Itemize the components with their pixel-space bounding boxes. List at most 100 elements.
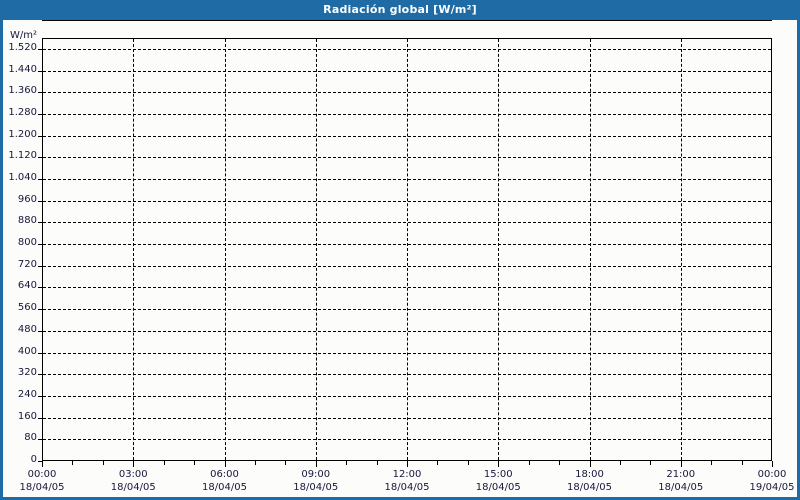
y-axis-tick-label: 1.120: [8, 150, 37, 162]
y-axis-tick-label: 1.040: [8, 172, 37, 183]
y-axis-tick-mark: [38, 157, 42, 159]
y-axis-tick-label: 160: [17, 410, 37, 422]
x-axis-line: [42, 20, 772, 21]
gridline-vertical: [589, 39, 591, 460]
y-axis-tick-label: 1.520: [8, 41, 37, 53]
gridline-vertical: [680, 39, 682, 460]
y-axis-tick-mark: [38, 48, 42, 50]
y-axis-tick-label: 1.200: [8, 128, 37, 140]
x-axis-minor-tick: [711, 461, 713, 465]
x-axis-minor-tick: [285, 461, 287, 465]
y-axis-tick-label: 1.280: [8, 106, 37, 118]
x-axis-tick-date: 18/04/05: [658, 482, 704, 493]
x-axis-minor-tick: [163, 461, 165, 465]
y-axis-tick-mark: [38, 287, 42, 289]
x-axis-minor-tick: [376, 461, 378, 465]
x-axis-tick-time: 06:00: [210, 469, 239, 480]
y-axis-tick-label: 1.440: [8, 63, 37, 75]
x-axis-tick-time: 00:00: [757, 469, 787, 480]
y-axis-tick-label: 80: [24, 432, 37, 444]
y-axis-tick-label: 1.360: [8, 85, 37, 97]
x-axis-minor-tick: [741, 461, 743, 465]
window-titlebar: Radiación global [W/m²]: [0, 0, 800, 20]
gridline-vertical: [133, 39, 135, 460]
x-axis-tick-time: 03:00: [118, 469, 148, 480]
y-axis-tick-mark: [38, 395, 42, 397]
x-axis-tick-mark: [680, 461, 682, 467]
x-axis-tick-mark: [224, 461, 226, 467]
x-axis-tick-date: 18/04/05: [475, 482, 521, 493]
y-axis-tick-label: 400: [17, 345, 37, 357]
y-axis-tick-mark: [38, 244, 42, 246]
x-axis-tick-label: 18:00 18/04/05: [545, 468, 635, 494]
y-axis-tick-label: 960: [17, 193, 37, 205]
y-axis-tick-label: 640: [17, 280, 37, 292]
y-axis-tick-mark: [38, 135, 42, 137]
y-axis-tick-mark: [38, 374, 42, 376]
x-axis-tick-date: 18/04/05: [110, 482, 156, 493]
x-axis-tick-time: 12:00: [392, 469, 422, 480]
x-axis-minor-tick: [559, 461, 561, 465]
x-axis-tick-date: 18/04/05: [384, 482, 430, 493]
x-axis-minor-tick: [528, 461, 530, 465]
y-axis-tick-label: 320: [17, 367, 37, 379]
x-axis-minor-tick: [619, 461, 621, 465]
x-axis-minor-tick: [254, 461, 256, 465]
x-axis-tick-mark: [498, 461, 500, 467]
x-axis-tick-time: 09:00: [301, 469, 331, 480]
x-axis-minor-tick: [346, 461, 348, 465]
x-axis-tick-label: 09:00 18/04/05: [271, 468, 361, 494]
x-axis-minor-tick: [72, 461, 74, 465]
x-axis-tick-date: 18/04/05: [567, 482, 612, 493]
y-axis-tick-mark: [38, 113, 42, 115]
y-axis-tick-label: 240: [17, 388, 37, 400]
gridline-vertical: [315, 39, 317, 460]
y-axis-tick-mark: [38, 200, 42, 202]
y-axis-tick-mark: [38, 309, 42, 311]
y-axis-tick-mark: [38, 222, 42, 224]
y-axis-tick-label: 480: [17, 323, 37, 335]
gridline-vertical: [224, 39, 226, 460]
y-axis-tick-mark: [38, 417, 42, 419]
x-axis-tick-mark: [42, 461, 43, 467]
y-axis-tick-label: 720: [17, 258, 37, 270]
x-axis-minor-tick: [650, 461, 652, 465]
x-axis-minor-tick: [102, 461, 104, 465]
y-axis-tick-mark: [38, 265, 42, 267]
x-axis-tick-mark: [407, 461, 408, 467]
x-axis-tick-date: 19/04/05: [749, 482, 795, 493]
y-axis-tick-label: 0: [30, 454, 37, 465]
y-axis-tick-mark: [38, 439, 42, 441]
x-axis-tick-mark: [315, 461, 317, 467]
y-axis-unit-label: W/m²: [9, 29, 37, 41]
x-axis-tick-label: 21:00 18/04/05: [636, 468, 726, 494]
x-axis-minor-tick: [467, 461, 469, 465]
y-axis-tick-label: 560: [17, 302, 37, 314]
y-axis-tick-label: 880: [17, 215, 37, 227]
x-axis-tick-date: 18/04/05: [293, 482, 339, 493]
y-axis-tick-mark: [38, 179, 42, 180]
plot-area: [42, 38, 772, 461]
x-axis-tick-label: 15:00 18/04/05: [453, 468, 543, 494]
y-axis-tick-mark: [38, 330, 42, 332]
x-axis-tick-mark: [589, 461, 591, 467]
x-axis-minor-tick: [194, 461, 196, 465]
gridline-vertical: [407, 39, 408, 460]
x-axis-tick-label: 00:00 18/04/05: [3, 468, 87, 494]
x-axis-tick-label: 03:00 18/04/05: [88, 468, 178, 494]
x-axis-tick-label: 00:00 19/04/05: [727, 468, 797, 494]
x-axis-tick-date: 18/04/05: [202, 482, 247, 493]
y-axis-tick-mark: [38, 92, 42, 94]
x-axis-tick-label: 06:00 18/04/05: [180, 468, 270, 494]
x-axis-tick-mark: [133, 461, 135, 467]
x-axis-tick-date: 18/04/05: [19, 482, 65, 493]
x-axis-tick-time: 21:00: [666, 469, 696, 480]
x-axis-minor-tick: [437, 461, 439, 465]
x-axis-tick-label: 12:00 18/04/05: [362, 468, 452, 494]
x-axis-tick-time: 00:00: [27, 469, 57, 480]
y-axis-tick-label: 800: [17, 237, 37, 249]
y-axis-tick-mark: [38, 70, 42, 72]
y-axis-tick-mark: [38, 461, 42, 462]
y-axis-tick-mark: [38, 352, 42, 354]
